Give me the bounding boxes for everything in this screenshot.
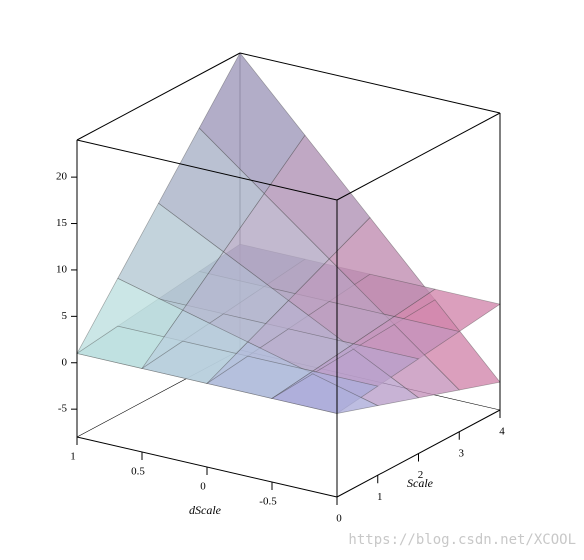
y-tick-label: 1 — [377, 491, 383, 503]
x-tick-label: 0 — [200, 481, 206, 493]
box-edge — [239, 52, 501, 114]
z-tick-label: 10 — [56, 263, 68, 275]
box-edge — [76, 52, 241, 141]
watermark: https://blog.csdn.net/XCOOL — [348, 532, 576, 548]
y-tick-label: 4 — [499, 426, 505, 438]
surface-group — [76, 52, 501, 414]
z-tick-label: 0 — [62, 356, 68, 368]
surface-patch — [271, 373, 379, 414]
y-tick-label: 2 — [418, 469, 424, 481]
z-tick-label: 15 — [56, 217, 68, 229]
x-tick-label: -0.5 — [259, 496, 277, 508]
z-tick-label: -5 — [58, 403, 68, 415]
box-edge — [76, 139, 338, 201]
z-tick-label: 20 — [56, 171, 68, 183]
z-tick-label: 5 — [62, 310, 68, 322]
x-tick-label: 1 — [70, 451, 76, 463]
y-tick-label: 3 — [459, 447, 465, 459]
y-tick-label: 0 — [336, 513, 342, 525]
y-axis-label: Scale — [407, 476, 434, 490]
x-axis-label: dScale — [189, 503, 222, 517]
x-tick-label: 0.5 — [131, 466, 145, 478]
box-edge — [336, 112, 501, 201]
